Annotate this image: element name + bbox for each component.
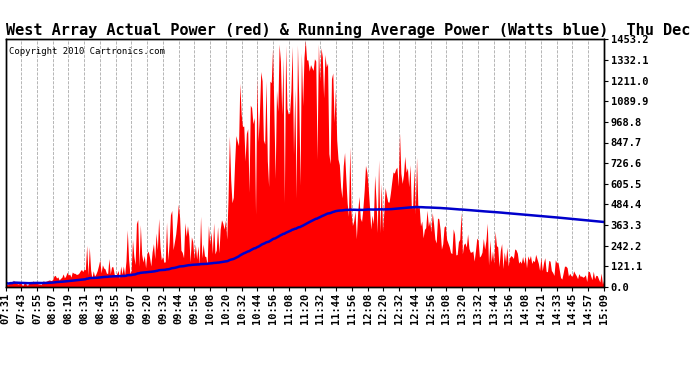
Text: Copyright 2010 Cartronics.com: Copyright 2010 Cartronics.com [8, 47, 164, 56]
Text: West Array Actual Power (red) & Running Average Power (Watts blue)  Thu Dec 9 15: West Array Actual Power (red) & Running … [6, 22, 690, 38]
